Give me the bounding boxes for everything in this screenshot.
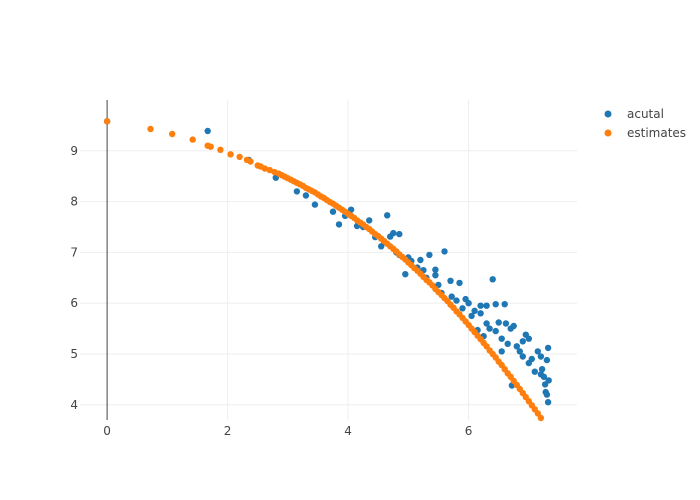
point-acutal[interactable] — [525, 335, 532, 342]
point-acutal[interactable] — [432, 272, 439, 279]
data-points — [103, 118, 552, 422]
point-estimates[interactable] — [247, 158, 254, 165]
point-estimates[interactable] — [217, 146, 224, 153]
point-estimates[interactable] — [537, 414, 545, 422]
point-acutal[interactable] — [498, 348, 505, 355]
point-acutal[interactable] — [531, 368, 538, 375]
x-tick-label: 0 — [103, 424, 111, 438]
legend-item-acutal[interactable]: acutal — [604, 107, 664, 121]
y-tick-label: 6 — [70, 296, 78, 310]
point-acutal[interactable] — [426, 251, 433, 259]
point-acutal[interactable] — [502, 320, 510, 327]
x-tick-label: 4 — [344, 424, 352, 438]
point-acutal[interactable] — [543, 356, 551, 364]
y-tick-label: 5 — [70, 347, 78, 361]
point-acutal[interactable] — [402, 271, 409, 278]
point-estimates[interactable] — [147, 125, 154, 133]
point-acutal[interactable] — [492, 301, 499, 308]
grid-lines — [80, 100, 577, 420]
point-acutal[interactable] — [544, 344, 552, 352]
point-acutal[interactable] — [302, 192, 310, 199]
point-acutal[interactable] — [544, 399, 552, 406]
legend-label-estimates: estimates — [627, 126, 686, 140]
y-tick-label: 8 — [70, 195, 78, 209]
point-acutal[interactable] — [545, 377, 552, 384]
point-acutal[interactable] — [471, 307, 478, 314]
legend-label-acutal: acutal — [627, 107, 664, 121]
point-acutal[interactable] — [519, 353, 526, 360]
tick-labels: 0 2 4 6 4 5 6 7 8 9 — [70, 144, 472, 438]
y-tick-label: 4 — [70, 398, 78, 412]
x-tick-label: 6 — [465, 424, 473, 438]
point-acutal[interactable] — [534, 348, 541, 355]
point-acutal[interactable] — [504, 340, 511, 347]
series-estimates — [103, 118, 545, 422]
point-acutal[interactable] — [510, 322, 517, 330]
point-acutal[interactable] — [447, 277, 454, 284]
point-estimates[interactable] — [103, 118, 111, 125]
legend-item-estimates[interactable]: estimates — [604, 126, 687, 140]
series-acutal — [103, 118, 552, 406]
point-acutal[interactable] — [311, 201, 319, 208]
point-acutal[interactable] — [384, 212, 391, 219]
point-acutal[interactable] — [489, 276, 496, 283]
point-acutal[interactable] — [468, 312, 475, 320]
point-estimates[interactable] — [189, 136, 196, 143]
x-tick-label: 2 — [224, 424, 232, 438]
legend[interactable]: acutal estimates — [604, 107, 687, 140]
legend-marker-acutal — [604, 110, 612, 118]
point-estimates[interactable] — [236, 153, 243, 161]
point-acutal[interactable] — [486, 325, 493, 332]
y-tick-label: 9 — [70, 144, 78, 158]
point-acutal[interactable] — [537, 353, 545, 360]
point-acutal[interactable] — [465, 300, 472, 307]
point-acutal[interactable] — [495, 319, 502, 326]
point-acutal[interactable] — [538, 366, 546, 373]
point-estimates[interactable] — [261, 165, 269, 172]
point-estimates[interactable] — [534, 410, 541, 417]
point-acutal[interactable] — [519, 338, 526, 345]
point-acutal[interactable] — [543, 391, 551, 398]
point-acutal[interactable] — [204, 127, 211, 135]
point-estimates[interactable] — [266, 166, 273, 174]
point-acutal[interactable] — [528, 355, 535, 363]
point-acutal[interactable] — [483, 302, 490, 309]
point-acutal[interactable] — [459, 305, 466, 312]
point-acutal[interactable] — [477, 302, 484, 309]
point-acutal[interactable] — [483, 320, 490, 327]
point-acutal[interactable] — [516, 348, 523, 355]
point-estimates[interactable] — [207, 143, 214, 150]
point-acutal[interactable] — [329, 208, 337, 215]
point-acutal[interactable] — [390, 229, 397, 237]
point-acutal[interactable] — [498, 335, 505, 342]
point-acutal[interactable] — [513, 343, 520, 350]
point-estimates[interactable] — [169, 130, 176, 138]
point-acutal[interactable] — [417, 256, 424, 264]
point-acutal[interactable] — [453, 297, 460, 304]
legend-marker-estimates — [604, 129, 612, 137]
point-acutal[interactable] — [456, 279, 463, 287]
point-acutal[interactable] — [477, 310, 484, 317]
point-acutal[interactable] — [441, 248, 448, 255]
point-acutal[interactable] — [396, 230, 403, 238]
y-tick-label: 7 — [70, 245, 78, 259]
point-acutal[interactable] — [540, 373, 548, 380]
point-acutal[interactable] — [432, 266, 439, 273]
point-acutal[interactable] — [501, 301, 508, 308]
point-acutal[interactable] — [293, 188, 301, 195]
point-acutal[interactable] — [366, 217, 373, 224]
point-acutal[interactable] — [448, 293, 455, 300]
point-acutal[interactable] — [335, 221, 343, 228]
point-estimates[interactable] — [227, 151, 234, 158]
point-acutal[interactable] — [492, 327, 499, 335]
